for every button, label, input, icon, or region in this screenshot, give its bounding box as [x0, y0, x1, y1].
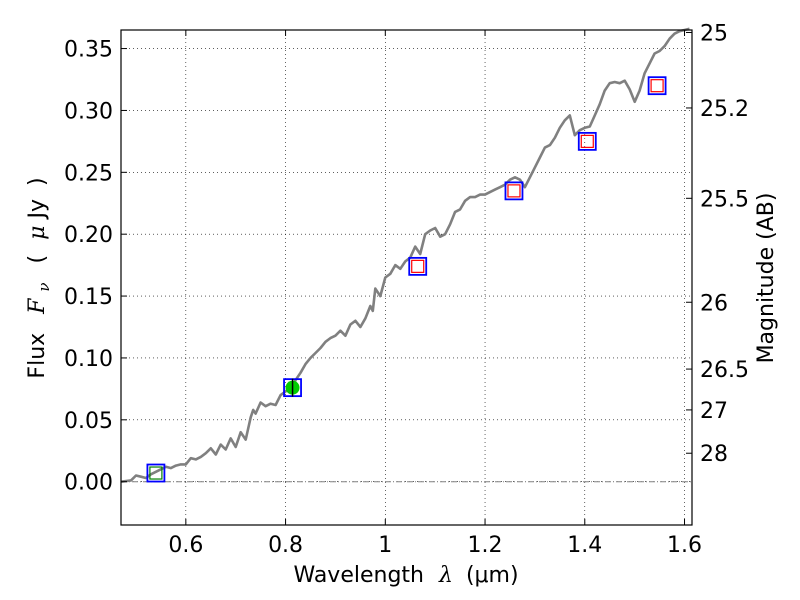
photometry-inner-box	[507, 184, 521, 198]
y-axis-title-text: Flux	[25, 333, 50, 379]
y-tick-label: 0.10	[64, 347, 113, 372]
x-tick-label: 1.4	[567, 533, 602, 558]
y-axis-title: Flux F ν ( μ Jy )	[25, 177, 55, 378]
y2-tick-label: 25.5	[700, 187, 749, 212]
photometry-inner-box	[650, 79, 664, 93]
y-axis-title-open-paren: (	[25, 255, 50, 264]
photometry-inner-box	[411, 259, 425, 273]
photometry-inner-box	[149, 466, 163, 480]
y-tick-label: 0.20	[64, 223, 113, 248]
photometry-point	[577, 131, 597, 151]
x-tick-label: 1.6	[667, 533, 702, 558]
y-tick-label: 0.25	[64, 161, 113, 186]
photometry-point	[146, 463, 166, 483]
photometry-point	[408, 256, 428, 276]
y-tick-label: 0.15	[64, 285, 113, 310]
photometry-point	[647, 76, 667, 96]
series-layer	[120, 27, 690, 483]
y-axis-title-subscript: ν	[35, 282, 53, 291]
plot-frame	[120, 29, 693, 526]
photometry-box	[647, 76, 667, 96]
y-axis-title-symbol: F	[25, 298, 50, 315]
x-axis: 0.6 0.8 1 1.2 1.4 1.6	[168, 30, 702, 558]
y-tick-label: 0.30	[64, 99, 113, 124]
y-axis-title-close-paren: )	[25, 177, 50, 186]
photometry-markers	[146, 76, 667, 483]
y2-tick-label: 28	[700, 442, 728, 467]
photometry-box	[577, 131, 597, 151]
photometry-box	[146, 463, 166, 483]
photometry-point	[283, 378, 302, 398]
photometry-inner-box	[580, 134, 594, 148]
y2-axis: 25 25.2 25.5 26 26.5 27 28	[686, 21, 749, 467]
photometry-box	[504, 181, 524, 201]
y2-tick-label: 25	[700, 21, 728, 46]
y-tick-label: 0.00	[64, 471, 113, 496]
x-axis-title: Wavelength λ (μm)	[293, 563, 518, 588]
y-axis-title-mu: μ	[25, 226, 50, 240]
y2-axis-title: Magnitude (AB)	[754, 193, 779, 364]
photometry-box	[408, 256, 428, 276]
x-tick-label: 0.8	[268, 533, 303, 558]
y-axis: 0.00 0.05 0.10 0.15 0.20 0.25 0.30 0.35	[64, 38, 127, 496]
x-tick-label: 1	[378, 533, 392, 558]
y-tick-label: 0.35	[64, 38, 113, 63]
y2-tick-label: 27	[700, 399, 728, 424]
photometry-point	[504, 181, 524, 201]
y-tick-label: 0.05	[64, 409, 113, 434]
y2-tick-label: 26.5	[700, 358, 749, 383]
x-tick-label: 1.2	[468, 533, 503, 558]
x-tick-label: 0.6	[168, 533, 203, 558]
y2-tick-label: 26	[700, 291, 728, 316]
y2-tick-label: 25.2	[700, 97, 749, 122]
x-axis-title-text: Wavelength	[293, 563, 424, 588]
grid	[121, 30, 692, 525]
y-axis-title-unit: Jy	[25, 199, 50, 221]
x-axis-title-unit: (μm)	[466, 563, 519, 588]
spectrum-line	[120, 27, 690, 483]
x-axis-title-lambda: λ	[438, 563, 453, 588]
